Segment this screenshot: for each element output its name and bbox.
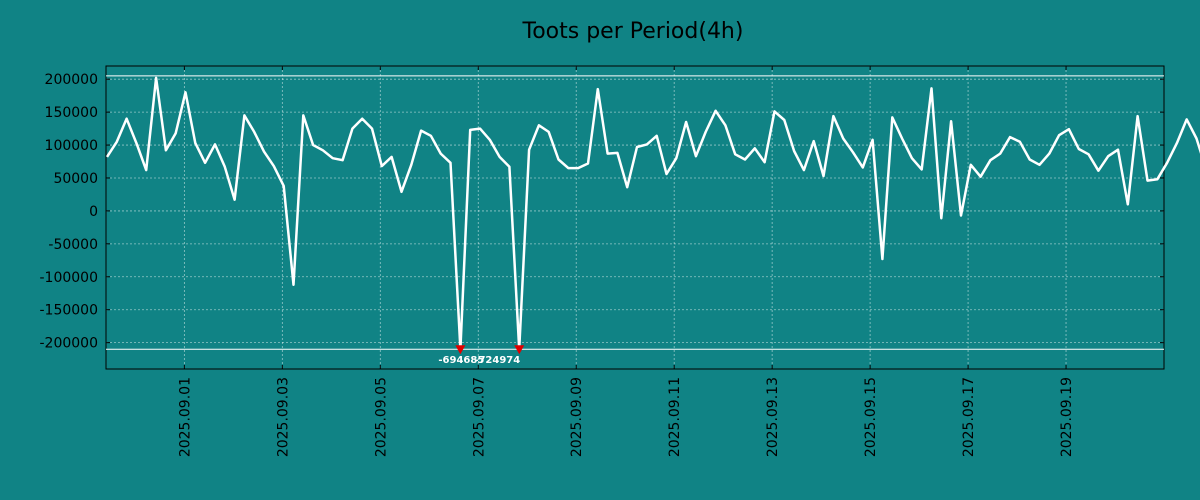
series-line (105, 76, 1200, 351)
x-tick-label: 2025.09.09 (569, 377, 585, 457)
x-tick-label: 2025.09.15 (863, 377, 879, 457)
outlier-markers (455, 345, 525, 355)
x-tick-label: 2025.09.01 (177, 377, 193, 457)
y-tick-label: 200000 (45, 72, 98, 88)
series-layer (105, 76, 1200, 351)
y-tick-label: -200000 (40, 336, 99, 352)
y-tick-label: -150000 (40, 303, 99, 319)
y-tick-label: -50000 (48, 237, 98, 253)
x-tick-label: 2025.09.11 (667, 377, 683, 457)
x-tick-label: 2025.09.19 (1059, 377, 1075, 457)
plot-frame (105, 65, 1165, 370)
x-tick-label: 2025.09.05 (373, 377, 389, 457)
x-tick-label: 2025.09.13 (765, 377, 781, 457)
grid-lines (106, 66, 1164, 369)
y-tick-label: -100000 (40, 270, 99, 286)
y-tick-label: 150000 (45, 105, 98, 121)
x-tick-label: 2025.09.03 (275, 377, 291, 457)
x-tick-label: 2025.09.07 (471, 377, 487, 457)
reference-lines (106, 75, 1164, 350)
chart-title: Toots per Period(4h) (522, 19, 744, 44)
y-tick-label: 50000 (53, 171, 98, 187)
annotations: -694685-724974 (438, 355, 520, 366)
y-tick-label: 100000 (45, 138, 98, 154)
outlier-label: -724974 (474, 355, 520, 366)
x-tick-label: 2025.09.17 (961, 377, 977, 457)
x-axis: 2025.09.01 2025.09.03 2025.09.05 2025.09.07… (177, 66, 1075, 457)
outlier-label: -694685 (438, 355, 484, 366)
outlier-marker (514, 345, 525, 355)
y-tick-label: 0 (89, 204, 98, 220)
outlier-marker (455, 345, 466, 355)
y-axis: 200000 150000 100000 50000 0 -50000 -100000 -15… (40, 72, 1164, 352)
